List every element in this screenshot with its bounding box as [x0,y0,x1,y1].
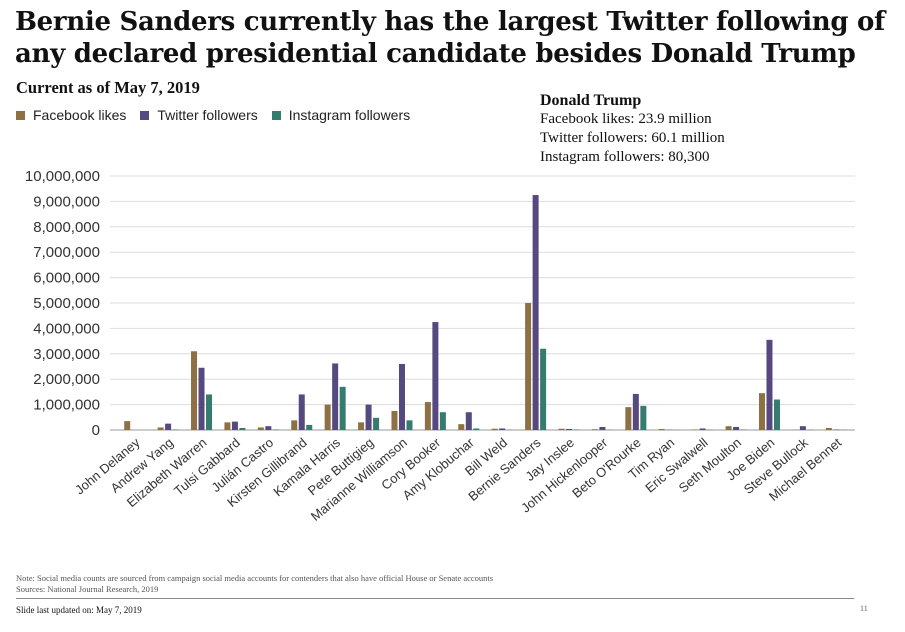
bar-twitter-followers [566,428,573,430]
legend: Facebook likes Twitter followers Instagr… [16,107,410,123]
bar-twitter-followers [398,363,405,430]
bar-facebook-likes [257,427,264,430]
bar-instagram-followers [306,424,313,430]
y-tick-label: 10,000,000 [25,168,100,185]
bar-twitter-followers [799,426,806,430]
y-tick-label: 6,000,000 [33,270,100,287]
bar-facebook-likes [157,427,164,430]
page-number: 11 [860,604,868,613]
bar-instagram-followers [272,429,279,430]
legend-label-instagram: Instagram followers [288,107,411,123]
trump-facebook: Facebook likes: 23.9 million [540,111,712,127]
y-tick-label: 2,000,000 [33,371,100,388]
legend-swatch-instagram [271,110,281,120]
y-tick-label: 8,000,000 [33,219,100,236]
bar-facebook-likes [358,422,365,430]
bar-instagram-followers [406,420,413,430]
bar-instagram-followers [640,405,647,430]
bar-twitter-followers [499,428,506,430]
bar-facebook-likes [424,402,431,430]
bar-facebook-likes [291,420,298,430]
bar-twitter-followers [198,367,205,430]
bar-facebook-likes [591,429,598,430]
bar-facebook-likes [191,351,198,430]
bar-instagram-followers [740,429,747,430]
bar-twitter-followers [833,429,840,430]
bar-instagram-followers [206,394,213,430]
bar-facebook-likes [725,426,732,430]
bar-chart: 0 1,000,000 2,000,000 3,000,000 4,000,000 5,0… [25,168,855,524]
bar-twitter-followers [298,394,305,430]
bar-facebook-likes [558,428,565,430]
bar-twitter-followers [766,339,773,430]
bar-instagram-followers [373,417,380,430]
last-updated: Slide last updated on: May 7, 2019 [16,605,142,615]
bar-instagram-followers [172,429,179,430]
bar-facebook-likes [491,428,498,430]
legend-swatch-twitter [140,110,150,120]
bar-facebook-likes [324,404,331,430]
trump-callout: Donald Trump Facebook likes: 23.9 millio… [540,91,725,167]
y-tick-label: 3,000,000 [33,346,100,363]
bar-facebook-likes [758,393,765,430]
bar-twitter-followers [465,412,472,430]
bar-twitter-followers [165,423,172,430]
bar-facebook-likes [525,303,532,430]
bar-twitter-followers [231,421,238,430]
legend-swatch-facebook [16,110,25,120]
bar-instagram-followers [439,412,446,430]
headline: Bernie Sanders currently has the largest… [15,7,885,69]
bar-twitter-followers [632,393,639,430]
y-tick-label: 5,000,000 [33,295,100,312]
bar-facebook-likes [124,421,131,430]
bar-facebook-likes [625,407,632,430]
trump-title: Donald Trump [540,92,642,109]
footer-divider [16,598,854,599]
bar-facebook-likes [658,428,665,430]
bar-twitter-followers [532,195,539,430]
legend-item-facebook: Facebook likes [16,107,126,123]
footnote-note: Note: Social media counts are sourced fr… [16,573,494,583]
bar-facebook-likes [825,427,832,430]
bar-facebook-likes [458,424,465,430]
bar-instagram-followers [239,427,246,430]
y-tick-label: 4,000,000 [33,320,100,337]
bar-twitter-followers [365,404,372,430]
legend-item-twitter: Twitter followers [140,107,258,123]
legend-label-facebook: Facebook likes [33,107,127,123]
bar-instagram-followers [473,428,480,430]
legend-item-instagram: Instagram followers [271,107,411,123]
trump-instagram: Instagram followers: 80,300 [540,149,710,165]
legend-label-twitter: Twitter followers [157,107,258,123]
bar-twitter-followers [265,426,272,430]
bar-facebook-likes [692,429,699,430]
trump-twitter: Twitter followers: 60.1 million [540,130,725,146]
y-tick-label: 1,000,000 [33,397,100,414]
footnote-sources: Sources: National Journal Research, 2019 [16,584,159,594]
bar-instagram-followers [339,386,346,430]
bar-instagram-followers [540,348,547,430]
bar-facebook-likes [224,422,231,430]
bar-facebook-likes [391,410,398,430]
bar-twitter-followers [332,363,339,430]
bar-twitter-followers [699,428,706,430]
bar-twitter-followers [733,426,740,430]
bar-instagram-followers [773,399,780,430]
y-tick-label: 9,000,000 [33,193,100,210]
y-tick-label: 0 [92,422,100,439]
bar-twitter-followers [432,322,439,430]
subtitle: Current as of May 7, 2019 [16,78,200,97]
footnote: Note: Social media counts are sourced fr… [16,573,493,595]
y-tick-label: 7,000,000 [33,244,100,261]
bar-twitter-followers [599,426,606,430]
bar-instagram-followers [573,429,580,430]
